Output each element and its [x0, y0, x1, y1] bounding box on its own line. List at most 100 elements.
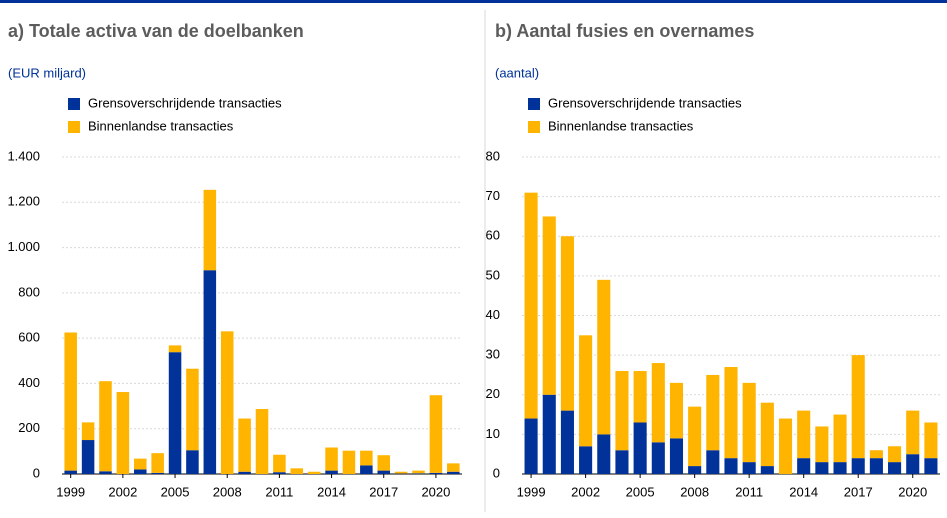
- bar-segment: [906, 410, 920, 455]
- chart-subtitle: (aantal): [495, 65, 539, 80]
- y-tick-label: 200: [18, 420, 40, 435]
- bar-segment: [524, 418, 538, 474]
- bar-segment: [168, 352, 182, 474]
- bar-segment: [360, 465, 373, 474]
- bar-segment: [238, 471, 251, 474]
- bar-segment: [706, 374, 720, 451]
- bar-segment: [742, 382, 756, 463]
- bar-segment: [99, 471, 112, 474]
- y-tick-label: 80: [486, 148, 500, 163]
- bar-segment: [851, 355, 865, 459]
- bar-segment: [64, 332, 77, 471]
- bar-segment: [651, 442, 665, 474]
- y-tick-label: 20: [486, 386, 500, 401]
- x-tick-label: 2008: [213, 484, 242, 499]
- bar-segment: [203, 270, 217, 474]
- x-tick-label: 2002: [571, 484, 600, 499]
- bar-segment: [360, 450, 373, 466]
- bar-segment: [778, 418, 793, 474]
- bar-segment: [99, 381, 112, 472]
- bar-segment: [151, 453, 164, 473]
- legend-label: Binnenlandse transacties: [88, 118, 234, 133]
- bar-segment: [633, 370, 647, 423]
- bar-segment: [134, 469, 147, 474]
- bar-segment: [412, 473, 425, 474]
- bar-segment: [906, 454, 920, 474]
- bar-segment: [186, 368, 199, 451]
- chart-title: b) Aantal fusies en overnames: [495, 21, 754, 41]
- bar-segment: [394, 471, 408, 474]
- bar-segment: [815, 426, 829, 463]
- bar-segment: [797, 410, 811, 459]
- x-tick-label: 2008: [680, 484, 709, 499]
- x-tick-label: 2005: [161, 484, 190, 499]
- y-tick-label: 40: [486, 307, 500, 322]
- x-tick-label: 2020: [898, 484, 927, 499]
- bar-segment: [760, 402, 774, 467]
- bar-segment: [615, 450, 629, 474]
- bar-segment: [579, 335, 593, 447]
- x-tick-label: 2020: [421, 484, 450, 499]
- legend-swatch: [528, 121, 540, 133]
- y-tick-label: 1.200: [7, 194, 40, 209]
- bar-segment: [633, 422, 647, 474]
- bar-segment: [669, 382, 684, 439]
- bar-segment: [560, 410, 574, 474]
- bar-segment: [325, 447, 338, 471]
- legend-label: Binnenlandse transacties: [548, 118, 694, 133]
- bar-segment: [220, 331, 234, 474]
- legend-swatch: [68, 98, 80, 110]
- bar-segment: [615, 370, 629, 451]
- bar-segment: [597, 434, 611, 474]
- bar-segment: [742, 462, 756, 474]
- y-tick-label: 0: [493, 465, 500, 480]
- x-tick-label: 1999: [56, 484, 85, 499]
- y-tick-label: 800: [18, 284, 40, 299]
- bar-segment: [560, 236, 574, 411]
- bar-segment: [888, 462, 902, 474]
- bar-segment: [924, 458, 938, 474]
- bar-segment: [377, 455, 390, 471]
- bar-segment: [542, 394, 556, 474]
- chart-subtitle: (EUR miljard): [8, 65, 86, 80]
- bar-segment: [255, 409, 269, 474]
- y-tick-label: 10: [486, 426, 500, 441]
- bar-segment: [290, 468, 304, 474]
- bar-segment: [412, 470, 425, 474]
- bar-segment: [342, 450, 356, 474]
- chart-title: a) Totale activa van de doelbanken: [8, 21, 304, 41]
- bar-segment: [447, 471, 460, 474]
- x-tick-label: 2017: [369, 484, 398, 499]
- top-rule: [0, 0, 947, 3]
- x-tick-label: 2011: [735, 484, 763, 499]
- bar-segment: [851, 458, 865, 474]
- bar-segment: [542, 216, 556, 395]
- bar-segment: [524, 192, 538, 419]
- bar-segment: [924, 422, 938, 459]
- bar-segment: [651, 363, 665, 443]
- y-tick-label: 1.000: [7, 239, 40, 254]
- bar-segment: [669, 438, 684, 474]
- bar-segment: [724, 458, 738, 474]
- bar-segment: [168, 345, 182, 353]
- x-tick-label: 2005: [626, 484, 655, 499]
- x-tick-label: 2011: [265, 484, 293, 499]
- bar-segment: [724, 367, 738, 459]
- legend-swatch: [528, 98, 540, 110]
- bar-segment: [307, 471, 321, 474]
- bar-segment: [447, 463, 460, 472]
- y-tick-label: 400: [18, 375, 40, 390]
- bar-segment: [325, 470, 338, 474]
- legend-swatch: [68, 121, 80, 133]
- bar-segment: [815, 462, 829, 474]
- y-tick-label: 0: [33, 465, 40, 480]
- legend-label: Grensoverschrijdende transacties: [548, 95, 742, 110]
- legend-label: Grensoverschrijdende transacties: [88, 95, 282, 110]
- bar-segment: [273, 454, 286, 473]
- bar-segment: [151, 472, 164, 474]
- x-tick-label: 1999: [517, 484, 546, 499]
- bar-segment: [869, 450, 883, 459]
- x-tick-label: 2014: [789, 484, 818, 499]
- bar-segment: [760, 466, 774, 474]
- y-tick-label: 70: [486, 188, 500, 203]
